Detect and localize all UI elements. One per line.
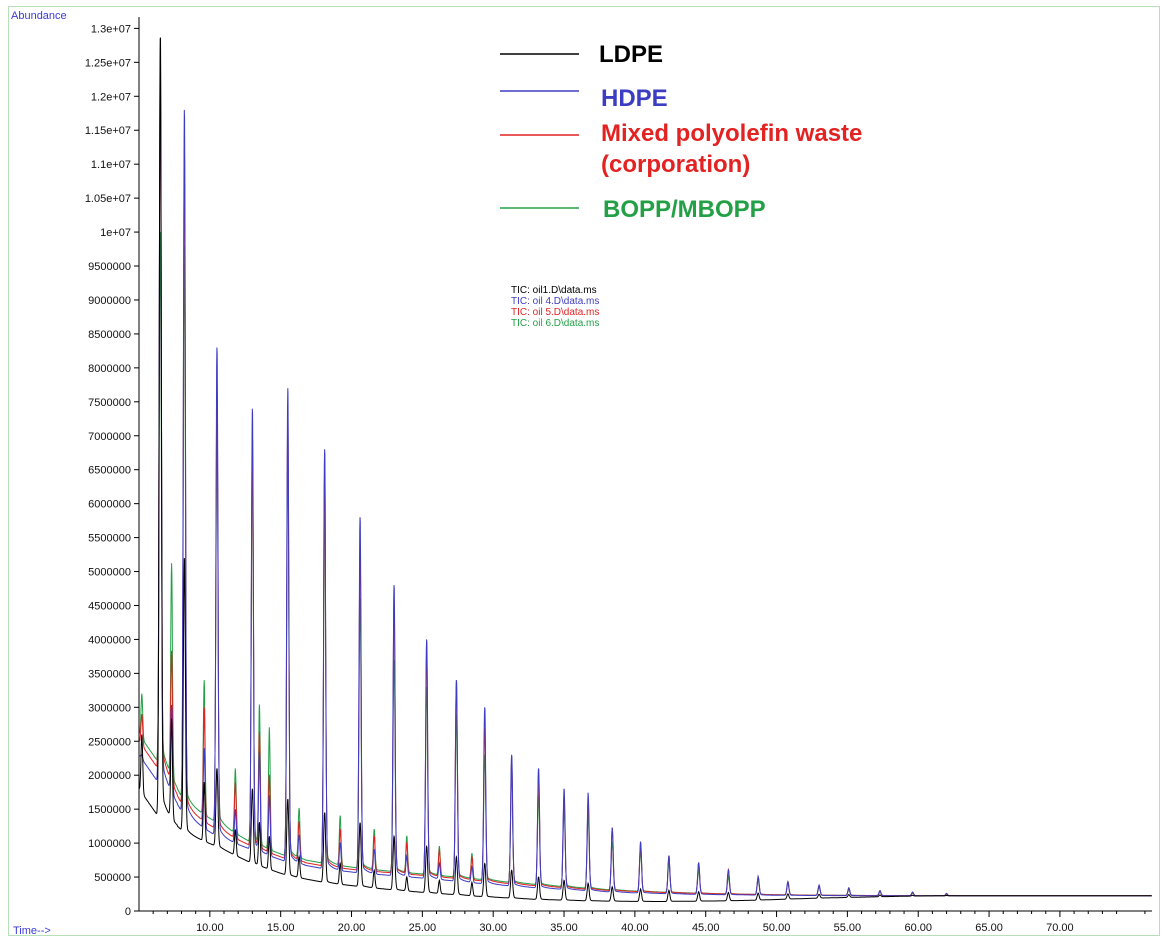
tic-file-label: TIC: oil1.D\data.ms [511,285,597,296]
y-tick-label: 1.3e+07 [91,23,131,35]
x-tick-label: 15.00 [267,922,295,934]
legend-label-line2: (corporation) [601,151,750,178]
y-tick-label: 8500000 [88,329,131,341]
x-tick-label: 30.00 [479,922,507,934]
y-tick-label: 7500000 [88,397,131,409]
series-lines [138,37,1152,902]
legend-label: BOPP/MBOPP [603,196,766,223]
chart-frame: 0 500000 1000000 1500000 2000000 2500000 30000… [8,6,1160,937]
series-line [138,64,1152,897]
x-tick-label: 60.00 [904,922,932,934]
tic-file-label: TIC: oil 5.D\data.ms [511,307,599,318]
y-tick-label: 7000000 [88,431,131,443]
x-tick-label: 55.00 [834,922,862,934]
y-tick-label: 1.25e+07 [85,57,131,69]
x-tick-label: 35.00 [550,922,578,934]
y-tick-label: 1.2e+07 [91,91,131,103]
y-tick-label: 6500000 [88,465,131,477]
x-tick-label: 45.00 [692,922,720,934]
x-tick-label: 10.00 [196,922,224,934]
y-tick-label: 9500000 [88,261,131,273]
y-tick-label: 8000000 [88,363,131,375]
y-tick-label: 500000 [94,872,131,884]
y-tick-label: 1.1e+07 [91,159,131,171]
x-tick-label: 65.00 [975,922,1003,934]
y-tick-label: 1.15e+07 [85,125,131,137]
tic-file-label: TIC: oil 4.D\data.ms [511,296,599,307]
y-axis-title: Abundance [11,10,67,22]
y-tick-label: 9000000 [88,295,131,307]
y-tick-label: 5500000 [88,533,131,545]
y-tick-label: 1e+07 [100,227,131,239]
y-tick-label: 1.05e+07 [85,193,131,205]
series-line [138,231,1152,897]
x-tick-label: 50.00 [763,922,791,934]
y-tick-label: 6000000 [88,499,131,511]
legend-label: LDPE [599,41,663,68]
axes: 0 500000 1000000 1500000 2000000 2500000 30000… [85,17,1152,934]
x-tick-label: 70.00 [1046,922,1074,934]
legend-label: Mixed polyolefin waste [601,120,862,147]
y-tick-label: 0 [125,906,131,918]
y-tick-label: 2000000 [88,770,131,782]
chromatogram-chart: 0 500000 1000000 1500000 2000000 2500000 30000… [11,10,1152,937]
legend-label: HDPE [601,85,668,112]
series-line [138,37,1152,902]
y-tick-label: 5000000 [88,567,131,579]
x-tick-label: 20.00 [338,922,366,934]
y-tick-label: 2500000 [88,736,131,748]
tic-file-label: TIC: oil 6.D\data.ms [511,318,599,329]
y-tick-label: 1000000 [88,838,131,850]
y-tick-label: 1500000 [88,804,131,816]
y-tick-label: 4000000 [88,634,131,646]
y-tick-label: 3500000 [88,668,131,680]
x-tick-label: 40.00 [621,922,649,934]
y-tick-label: 3000000 [88,702,131,714]
y-tick-label: 4500000 [88,600,131,612]
legend: LDPE HDPE Mixed polyolefin waste (corporati… [500,41,862,223]
x-axis-title: Time--> [13,925,51,937]
x-tick-label: 25.00 [409,922,437,934]
